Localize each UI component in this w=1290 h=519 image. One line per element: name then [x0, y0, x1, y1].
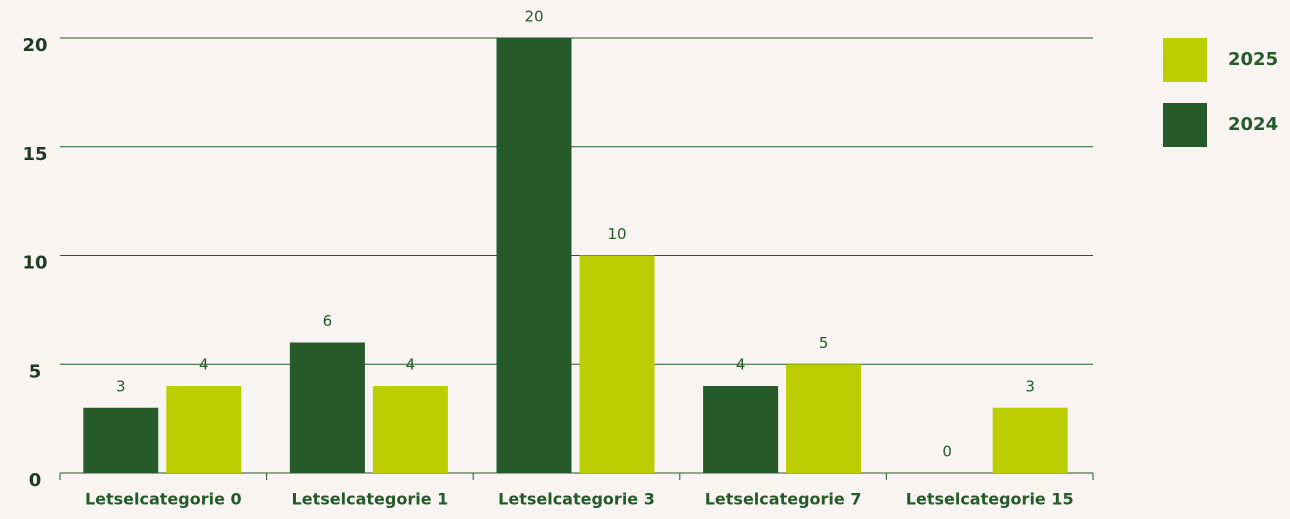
value-label: 20: [524, 8, 543, 26]
legend-swatch: [1163, 103, 1207, 147]
value-label: 3: [116, 377, 126, 395]
bar: [786, 364, 862, 473]
bar: [372, 386, 448, 473]
value-label: 10: [607, 225, 626, 243]
value-label: 4: [199, 356, 209, 374]
y-tick-label: 20: [22, 35, 47, 56]
y-tick-label: 15: [22, 144, 47, 165]
value-label: 6: [323, 312, 333, 330]
bar: [579, 255, 655, 473]
bar: [166, 386, 242, 473]
bar: [83, 407, 159, 473]
value-label: 0: [942, 443, 952, 461]
legend-label: 2025: [1228, 49, 1278, 70]
legend-swatch: [1163, 38, 1207, 82]
y-tick-label: 10: [22, 253, 47, 274]
y-tick-label: 5: [29, 361, 42, 382]
x-tick-label: Letselcategorie 3: [498, 490, 655, 509]
bar: [289, 342, 365, 473]
x-tick-label: Letselcategorie 15: [906, 490, 1074, 509]
x-tick-label: Letselcategorie 0: [85, 490, 242, 509]
bar: [496, 38, 572, 473]
bar: [992, 407, 1068, 473]
legend-label: 2024: [1228, 114, 1278, 135]
value-label: 3: [1025, 377, 1035, 395]
bar: [703, 386, 779, 473]
value-label: 4: [736, 356, 746, 374]
x-tick-label: Letselcategorie 1: [292, 490, 449, 509]
value-label: 4: [406, 356, 416, 374]
x-tick-label: Letselcategorie 7: [705, 490, 862, 509]
value-label: 5: [819, 334, 829, 352]
y-tick-label: 0: [29, 470, 42, 491]
